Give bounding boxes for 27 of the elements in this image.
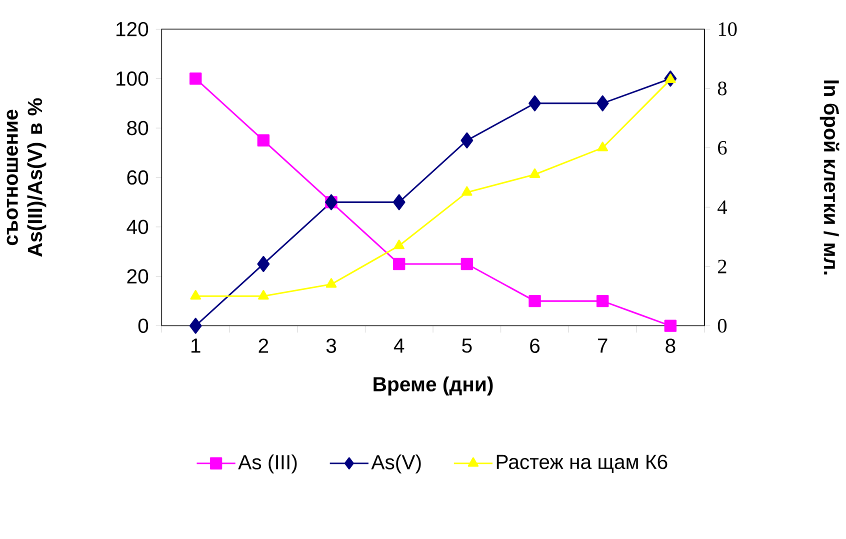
legend-label: As(V) bbox=[371, 454, 421, 474]
x-tick-label: 2 bbox=[258, 338, 268, 353]
y-tick-label: 120 bbox=[116, 22, 148, 36]
y-tick-label: 0 bbox=[138, 318, 148, 334]
legend-label: Растеж на щам К6 bbox=[496, 454, 668, 474]
y-tick-label: 20 bbox=[127, 269, 148, 284]
y2-tick-label: 2 bbox=[718, 260, 726, 274]
x-tick-label: 8 bbox=[666, 338, 676, 354]
y-tick-label: 80 bbox=[127, 120, 148, 136]
x-tick-label: 3 bbox=[326, 338, 336, 354]
x-tick-label: 6 bbox=[530, 338, 540, 354]
legend-label: As (III) bbox=[238, 454, 297, 474]
x-tick-label: 5 bbox=[462, 338, 472, 353]
x-tick-label: 7 bbox=[598, 338, 608, 353]
y-tick-label: 100 bbox=[116, 72, 148, 86]
x-tick-label: 1 bbox=[191, 338, 200, 353]
y-axis-title: съотношение As(III)/As(V) в % bbox=[6, 98, 46, 257]
y2-tick-label: 4 bbox=[718, 200, 728, 214]
y2-tick-label: 6 bbox=[718, 141, 727, 155]
y2-tick-label: 10 bbox=[718, 22, 737, 36]
y-tick-label: 40 bbox=[126, 220, 148, 234]
y2-tick-label: 0 bbox=[718, 319, 727, 333]
y-tick-label: 60 bbox=[127, 170, 148, 185]
y2-axis-title: ln брой клетки / мл. bbox=[820, 80, 840, 275]
y2-tick-label: 8 bbox=[718, 82, 727, 96]
x-tick-label: 4 bbox=[394, 338, 404, 353]
x-axis-title: Време (дни) bbox=[374, 376, 493, 396]
